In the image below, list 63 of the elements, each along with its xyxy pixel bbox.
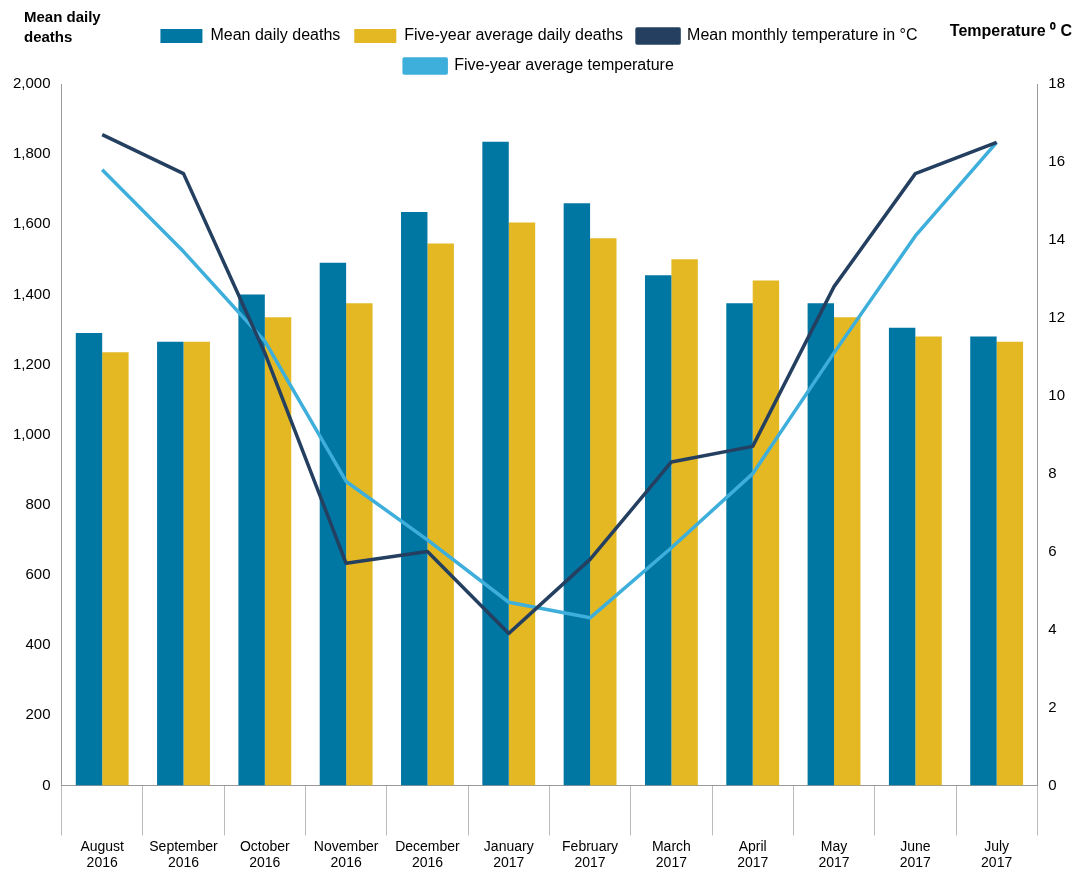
- bar: [644, 275, 672, 786]
- bar: [75, 333, 103, 786]
- bar: [102, 352, 129, 786]
- legend-label: Mean monthly temperature in °C: [687, 26, 918, 44]
- y-tick-label: 800: [25, 494, 51, 512]
- bar: [238, 294, 265, 786]
- y2-tick-label: 12: [1048, 307, 1065, 325]
- y-tick-label: 1,400: [12, 284, 51, 302]
- y-tick-label: 2,000: [12, 74, 51, 92]
- y2-tick-label: 8: [1048, 463, 1057, 481]
- x-tick-label: October 2016: [239, 837, 291, 871]
- x-tick-label: February 2017: [562, 837, 619, 871]
- legend-label: Mean daily deaths: [210, 26, 341, 44]
- bar: [807, 303, 835, 786]
- bar: [671, 259, 698, 786]
- bar: [319, 262, 347, 786]
- bar: [401, 212, 428, 786]
- x-tick-label: June 2017: [899, 837, 932, 871]
- legend-label: Five-year average daily deaths: [404, 26, 624, 44]
- y-axis-title: Mean daily deaths: [24, 8, 102, 45]
- y-tick-label: 1,000: [12, 424, 51, 442]
- y2-tick-label: 4: [1048, 619, 1057, 637]
- y2-tick-label: 2: [1048, 697, 1057, 715]
- y2-tick-label: 18: [1048, 74, 1065, 92]
- bar: [563, 203, 591, 786]
- bar: [482, 141, 509, 786]
- bar: [427, 243, 454, 786]
- x-tick-label: January 2017: [483, 837, 534, 871]
- x-tick-label: December 2016: [395, 837, 461, 871]
- y-tick-label: 200: [25, 705, 51, 723]
- bar: [888, 327, 916, 786]
- x-tick-label: November 2016: [313, 837, 379, 871]
- bar: [726, 303, 753, 786]
- x-tick-label: July 2017: [981, 837, 1013, 871]
- x-tick-label: August 2016: [80, 837, 125, 871]
- bar: [590, 238, 617, 786]
- bar: [157, 341, 184, 786]
- bar: [264, 317, 292, 786]
- bar: [508, 222, 536, 786]
- y-tick-label: 1,200: [12, 354, 51, 372]
- x-tick-label: September 2016: [149, 837, 219, 871]
- bar: [346, 303, 373, 786]
- y-tick-label: 1,800: [12, 144, 51, 162]
- y-tick-label: 0: [42, 775, 51, 793]
- legend-label: Five-year average temperature: [454, 56, 674, 74]
- y-tick-label: 400: [25, 635, 51, 653]
- bar: [834, 317, 861, 786]
- y2-tick-label: 0: [1048, 775, 1057, 793]
- y2-tick-label: 16: [1048, 152, 1065, 170]
- x-tick-label: April 2017: [737, 837, 769, 871]
- bar: [752, 280, 780, 786]
- x-tick-label: May 2017: [818, 837, 850, 871]
- bar: [915, 336, 942, 786]
- bar: [970, 336, 997, 786]
- bar: [183, 341, 210, 786]
- y2-tick-label: 6: [1048, 541, 1057, 559]
- bar: [996, 341, 1024, 786]
- y-tick-label: 600: [25, 565, 51, 583]
- y-tick-label: 1,600: [12, 214, 51, 232]
- y2-tick-label: 14: [1048, 230, 1065, 248]
- y2-axis-title: Temperature ⁰ C: [949, 22, 1073, 39]
- x-tick-label: March 2017: [651, 837, 691, 871]
- y2-tick-label: 10: [1048, 385, 1065, 403]
